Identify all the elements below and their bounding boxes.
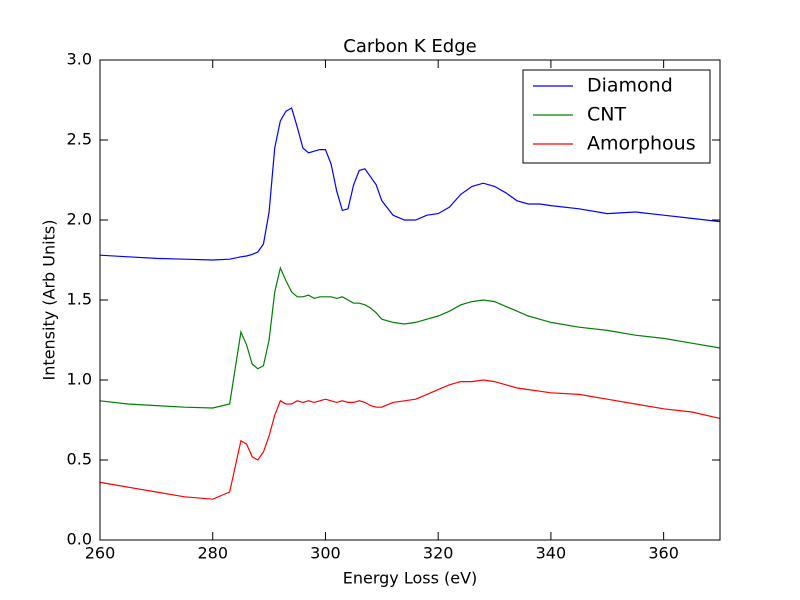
y-axis-label: Intensity (Arb Units) <box>40 220 59 381</box>
x-tick-label: 320 <box>423 544 454 563</box>
x-tick-label: 340 <box>536 544 567 563</box>
legend-label: CNT <box>587 104 626 126</box>
y-tick-label: 1.5 <box>67 290 92 309</box>
data-line <box>99 379 721 500</box>
x-tick-label: 280 <box>197 544 228 563</box>
chart-title: Carbon K Edge <box>343 36 476 57</box>
data-line <box>99 107 721 261</box>
data-line <box>99 266 721 409</box>
x-tick-label: 360 <box>648 544 679 563</box>
x-tick-label: 260 <box>85 544 116 563</box>
y-tick-label: 3.0 <box>67 50 92 69</box>
y-tick-label: 2.0 <box>67 210 92 229</box>
legend-label: Amorphous <box>587 133 696 155</box>
x-axis-label: Energy Loss (eV) <box>343 569 478 588</box>
y-tick-label: 0.0 <box>67 530 92 549</box>
y-tick-label: 1.0 <box>67 370 92 389</box>
legend-box <box>522 69 711 164</box>
legend-label: Diamond <box>587 75 673 97</box>
y-tick-label: 0.5 <box>67 450 92 469</box>
y-tick-label: 2.5 <box>67 130 92 149</box>
x-tick-label: 300 <box>310 544 341 563</box>
